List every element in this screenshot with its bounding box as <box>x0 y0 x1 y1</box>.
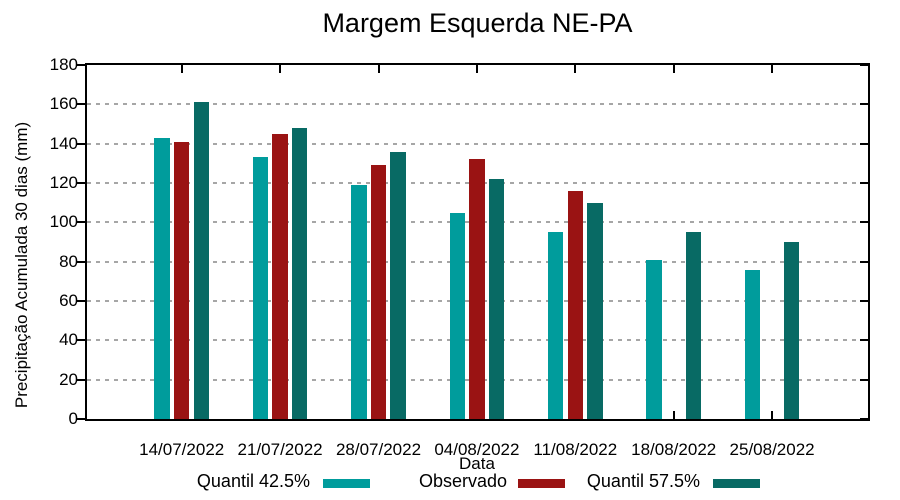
y-tick-left-120 <box>76 182 85 184</box>
x-tick-label-0: 14/07/2022 <box>139 440 225 459</box>
y-tick-left-80 <box>76 260 85 263</box>
x-tick-top-1 <box>279 65 282 73</box>
y-tick-label-0: 0 <box>68 409 78 428</box>
bar-observado-2 <box>370 165 387 419</box>
y-tick-label-120: 120 <box>49 173 78 192</box>
bar-observado-4 <box>567 190 584 419</box>
bar-observado-3 <box>469 159 485 419</box>
y-tick-left-160 <box>76 103 85 106</box>
y-tick-left-40 <box>76 339 85 342</box>
x-tick-label-4: 11/08/2022 <box>533 440 618 459</box>
plot-area <box>85 63 870 421</box>
bar-quantil-57.5%-3 <box>488 179 505 419</box>
y-tick-left-140 <box>76 142 85 145</box>
y-tick-right-20 <box>860 378 868 381</box>
x-tick-bottom-6 <box>771 411 774 419</box>
y-tick-label-180: 180 <box>49 55 78 74</box>
y-tick-right-180 <box>860 64 868 66</box>
gridline-140 <box>87 142 868 145</box>
y-tick-left-0 <box>76 418 85 420</box>
x-tick-label-5: 18/08/2022 <box>631 440 717 459</box>
chart-title: Margem Esquerda NE-PA <box>322 8 633 38</box>
x-tick-label-2: 28/07/2022 <box>335 440 422 459</box>
bar-quantil-42.5%-2 <box>351 184 367 419</box>
bar-quantil-57.5%-2 <box>390 151 406 419</box>
y-tick-left-180 <box>76 64 85 66</box>
x-tick-top-3 <box>475 65 478 73</box>
x-tick-top-0 <box>180 65 183 73</box>
bar-observado-1 <box>272 133 288 419</box>
y-tick-right-40 <box>860 339 868 342</box>
bar-observado-0 <box>173 141 190 419</box>
y-tick-right-60 <box>860 300 868 302</box>
bar-quantil-42.5%-6 <box>744 269 761 419</box>
legend-swatch-observado <box>518 479 565 488</box>
y-tick-right-120 <box>860 182 868 184</box>
y-tick-label-80: 80 <box>59 251 78 271</box>
y-tick-label-40: 40 <box>59 330 78 350</box>
legend-swatch-quantil-42-5 <box>323 479 370 488</box>
y-tick-label-60: 60 <box>59 291 78 310</box>
x-tick-top-6 <box>771 65 774 73</box>
legend-label-observado: Observado <box>418 471 507 491</box>
x-tick-top-2 <box>377 65 380 73</box>
x-tick-label-3: 04/08/2022 <box>434 440 520 459</box>
y-tick-right-160 <box>860 103 868 106</box>
legend-label-quantil-42-5: Quantil 42.5% <box>196 471 310 491</box>
x-tick-label-6: 25/08/2022 <box>729 440 815 459</box>
x-tick-bottom-5 <box>672 411 675 419</box>
x-tick-top-5 <box>672 65 675 73</box>
y-tick-right-0 <box>860 418 868 420</box>
bar-quantil-42.5%-4 <box>547 232 564 419</box>
bar-quantil-57.5%-0 <box>193 102 210 419</box>
legend-swatch-quantil-57-5 <box>713 479 760 488</box>
bar-quantil-57.5%-4 <box>587 202 603 419</box>
legend-label-quantil-57-5: Quantil 57.5% <box>586 471 700 491</box>
bar-quantil-57.5%-6 <box>783 242 800 419</box>
y-tick-left-60 <box>76 300 85 302</box>
bar-quantil-42.5%-0 <box>154 137 170 419</box>
x-tick-top-4 <box>574 65 577 73</box>
bar-quantil-42.5%-1 <box>252 157 269 419</box>
bar-quantil-57.5%-1 <box>291 127 308 419</box>
y-tick-right-80 <box>860 260 868 263</box>
y-tick-label-140: 140 <box>49 133 78 153</box>
y-tick-label-160: 160 <box>49 94 78 114</box>
y-tick-left-100 <box>76 221 85 224</box>
y-tick-left-20 <box>76 378 85 381</box>
y-tick-right-140 <box>860 142 868 145</box>
bar-quantil-57.5%-5 <box>685 232 702 419</box>
bar-quantil-42.5%-3 <box>449 212 466 419</box>
y-tick-right-100 <box>860 221 868 224</box>
x-tick-label-1: 21/07/2022 <box>237 440 323 459</box>
y-tick-label-20: 20 <box>59 369 78 389</box>
bar-quantil-42.5%-5 <box>646 259 662 419</box>
gridline-160 <box>87 103 868 106</box>
y-tick-label-100: 100 <box>49 212 78 232</box>
x-axis-label: Data <box>459 454 495 473</box>
